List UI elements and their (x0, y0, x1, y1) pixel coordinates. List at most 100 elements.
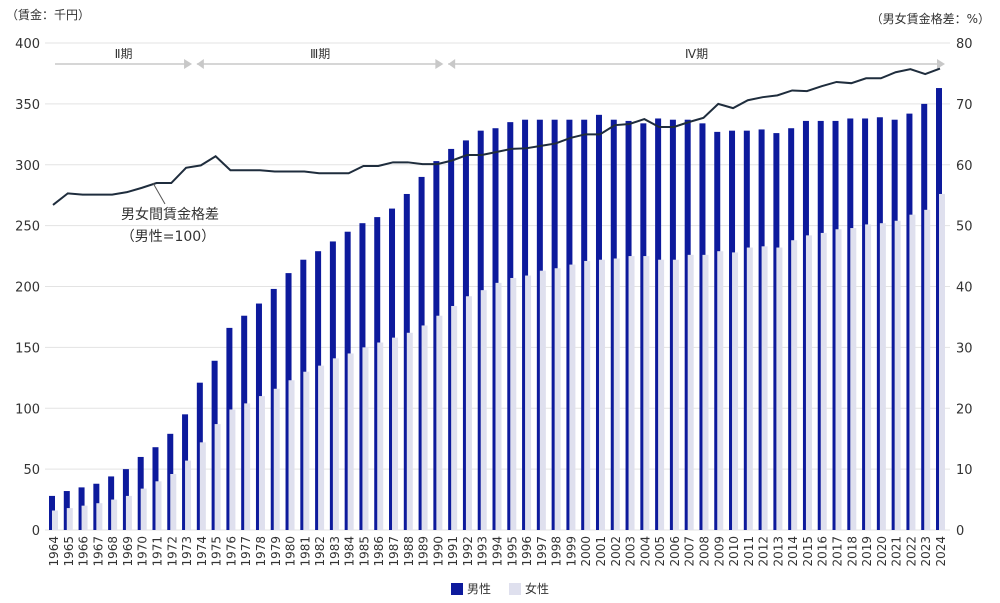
legend-swatch-male (450, 582, 463, 595)
legend-item-female: 女性 (509, 580, 549, 597)
year-label: 1985 (357, 536, 371, 567)
left-axis-label: （賃金：千円） (6, 8, 91, 22)
bar-female (761, 246, 768, 530)
bar-female (776, 247, 783, 531)
year-label: 1983 (328, 536, 342, 567)
year-label: 2007 (683, 536, 697, 567)
line-label-sub: （男性=100） (121, 229, 215, 245)
bar-female (495, 282, 502, 530)
year-label: 1991 (446, 536, 460, 567)
year-label: 1989 (417, 536, 431, 567)
bar-female (584, 260, 591, 530)
right-tick-label: 80 (956, 37, 973, 52)
bar-female (66, 508, 73, 530)
legend: 男性 女性 (0, 580, 1000, 597)
year-label: 2019 (860, 536, 874, 567)
left-tick-label: 300 (15, 159, 40, 174)
year-label: 2001 (594, 536, 608, 567)
year-label: 1965 (62, 536, 76, 567)
bar-female (909, 214, 916, 531)
legend-swatch-female (509, 582, 521, 595)
year-label: 1998 (550, 536, 564, 567)
right-tick-label: 40 (956, 281, 973, 296)
bar-female (288, 380, 295, 530)
bar-female (687, 254, 694, 530)
year-label: 1968 (106, 536, 120, 567)
bar-female (850, 228, 857, 530)
bar-female (244, 403, 251, 530)
bar-female (480, 290, 487, 530)
year-label: 2023 (919, 536, 933, 567)
bar-female (273, 388, 280, 530)
year-label: 1986 (372, 536, 386, 567)
bar-female (805, 235, 812, 531)
year-label: 1971 (150, 536, 164, 567)
bar-female (554, 268, 561, 530)
year-label: 1988 (402, 536, 416, 567)
bar-female (717, 251, 724, 530)
bar-female (643, 256, 650, 530)
bar-female (732, 252, 739, 530)
year-label: 2020 (875, 536, 889, 567)
left-tick-label: 200 (15, 281, 40, 296)
period-arrow-tail (448, 59, 456, 69)
bar-female (347, 353, 354, 530)
year-label: 2008 (697, 536, 711, 567)
right-tick-label: 0 (956, 524, 964, 539)
year-label: 2011 (742, 536, 756, 567)
bar-female (791, 240, 798, 531)
year-label: 2002 (609, 536, 623, 567)
bar-female (125, 495, 132, 530)
left-tick-label: 100 (15, 402, 40, 417)
year-label: 1974 (195, 536, 209, 567)
left-tick-label: 150 (15, 341, 40, 356)
bar-female (362, 347, 369, 530)
bar-female (436, 315, 443, 530)
period-arrow-head (184, 59, 193, 69)
year-label: 2022 (904, 536, 918, 567)
bar-female (702, 254, 709, 530)
period-label: Ⅱ期 (115, 47, 133, 61)
bar-female (185, 460, 192, 530)
bar-female (214, 424, 221, 530)
bar-female (155, 481, 162, 530)
year-label: 2016 (816, 536, 830, 567)
bar-female (406, 332, 413, 530)
period-label: Ⅳ期 (685, 47, 708, 61)
year-label: 1977 (239, 536, 253, 567)
left-tick-label: 250 (15, 220, 40, 235)
year-label: 1979 (269, 536, 283, 567)
bar-female (392, 337, 399, 530)
year-label: 2004 (638, 536, 652, 567)
period-arrow-tail (196, 59, 204, 69)
bar-female (465, 296, 472, 530)
year-label: 2018 (845, 536, 859, 567)
year-label: 1995 (505, 536, 519, 567)
bar-female (835, 229, 842, 530)
year-label: 1999 (564, 536, 578, 567)
bar-female (658, 259, 665, 530)
bar-female (332, 358, 339, 530)
bar-female (451, 305, 458, 530)
bar-female (258, 396, 265, 530)
legend-item-male: 男性 (450, 580, 491, 597)
bar-female (879, 223, 886, 530)
bar-female (229, 409, 236, 530)
year-label: 1978 (254, 536, 268, 567)
bar-female (377, 342, 384, 530)
year-label: 2000 (579, 536, 593, 567)
right-axis-label: （男女賃金格差：%） (870, 12, 990, 26)
bar-female (303, 371, 310, 530)
bar-female (96, 503, 103, 530)
right-tick-label: 10 (956, 463, 973, 478)
bar-female (672, 259, 679, 530)
bar-female (81, 505, 88, 530)
year-label: 1987 (387, 536, 401, 567)
year-label: 2005 (653, 536, 667, 567)
bar-female (924, 209, 931, 531)
legend-label-male: 男性 (466, 582, 491, 596)
period-arrow-head (937, 59, 945, 69)
year-label: 1980 (284, 536, 298, 567)
right-tick-label: 50 (956, 220, 973, 235)
year-label: 1996 (520, 536, 534, 567)
